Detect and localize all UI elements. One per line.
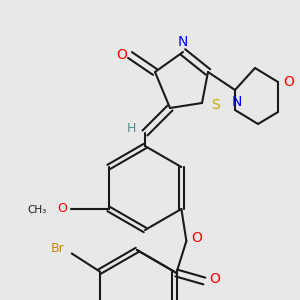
Text: O: O bbox=[58, 202, 68, 215]
Text: Br: Br bbox=[51, 242, 64, 255]
Text: N: N bbox=[232, 95, 242, 109]
Text: O: O bbox=[284, 75, 294, 89]
Text: O: O bbox=[117, 48, 128, 62]
Text: CH₃: CH₃ bbox=[27, 205, 46, 215]
Text: S: S bbox=[212, 98, 220, 112]
Text: O: O bbox=[191, 231, 202, 245]
Text: H: H bbox=[126, 122, 136, 136]
Text: O: O bbox=[209, 272, 220, 286]
Text: N: N bbox=[178, 35, 188, 49]
